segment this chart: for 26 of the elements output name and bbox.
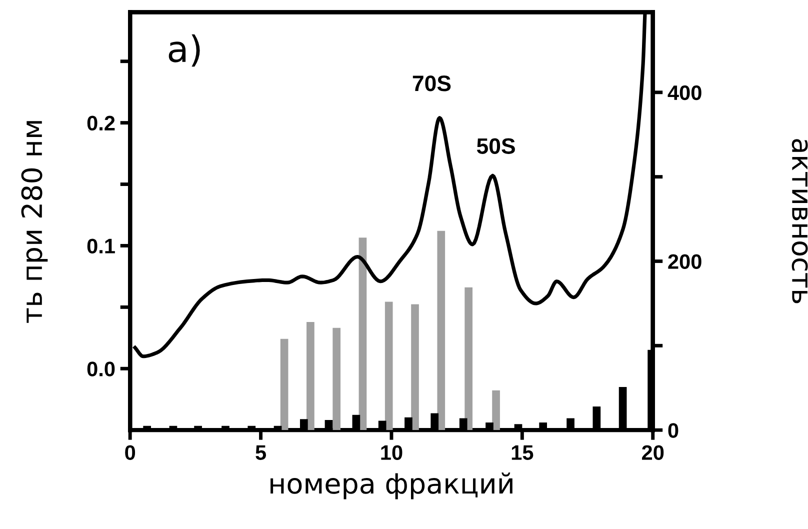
bar bbox=[411, 304, 419, 430]
y2-axis-title: активность bbox=[792, 139, 808, 304]
x-tick-label: 15 bbox=[512, 445, 534, 460]
bar bbox=[306, 322, 314, 430]
x-tick-label: 0 bbox=[125, 445, 136, 460]
y-tick-label: 0.0 bbox=[87, 362, 115, 376]
y2-tick-label: 200 bbox=[668, 254, 702, 269]
x-tick-label: 5 bbox=[256, 445, 266, 460]
y-tick-label: 0.1 bbox=[87, 238, 115, 254]
x-tick-label: 10 bbox=[381, 445, 402, 460]
bar bbox=[437, 230, 446, 430]
x-tick-label: 20 bbox=[642, 445, 664, 460]
annotation: a) bbox=[168, 34, 200, 67]
annotation: 70S bbox=[412, 76, 451, 92]
bar bbox=[332, 328, 341, 430]
bar bbox=[358, 238, 367, 430]
bar bbox=[492, 390, 500, 430]
bar bbox=[384, 302, 393, 430]
y2-tick-label: 400 bbox=[668, 85, 702, 100]
bar bbox=[464, 287, 473, 430]
annotation: 50S bbox=[476, 138, 515, 154]
y2-tick-label: 0 bbox=[668, 423, 678, 438]
bar bbox=[280, 338, 288, 430]
y-tick-label: 0.2 bbox=[87, 116, 115, 131]
x-axis-title: номера фракций bbox=[270, 472, 512, 500]
y-axis-title: ть при 280 нм bbox=[21, 121, 48, 323]
